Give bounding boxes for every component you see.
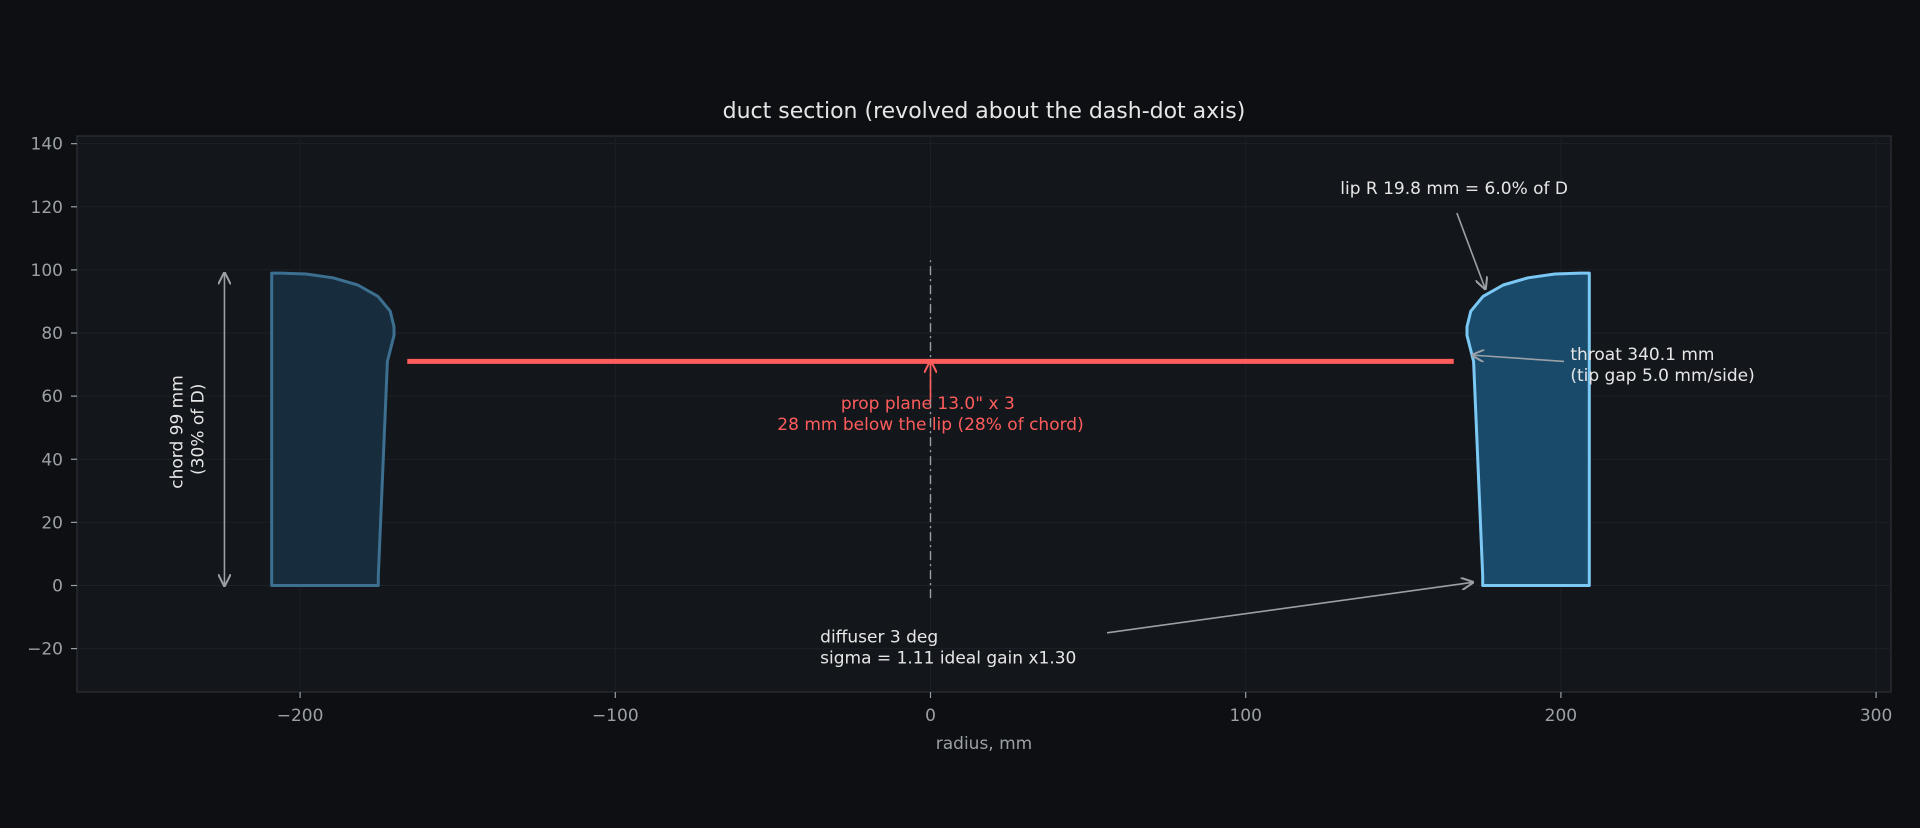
y-tick-label: 140 — [31, 135, 63, 155]
chord-line-1: chord 99 mm — [167, 375, 187, 489]
diffuser-line-2: sigma = 1.11 ideal gain x1.30 — [820, 648, 1076, 668]
y-tick-label: 40 — [41, 450, 63, 470]
x-tick-label: −200 — [277, 706, 324, 726]
diffuser-annotation: diffuser 3 deg sigma = 1.11 ideal gain x… — [820, 627, 1076, 668]
chord-annotation: chord 99 mm (30% of D) — [167, 370, 208, 489]
x-tick-label: 100 — [1229, 706, 1261, 726]
throat-line-1: throat 340.1 mm — [1570, 345, 1714, 365]
diffuser-line-1: diffuser 3 deg — [820, 627, 938, 647]
throat-arrow — [1473, 355, 1565, 361]
series-layer — [270, 271, 1591, 587]
x-tick-label: −100 — [592, 706, 639, 726]
y-tick-label: 80 — [41, 324, 63, 344]
x-tick-label: 0 — [925, 706, 936, 726]
y-tick-label: 0 — [52, 577, 63, 597]
prop-plane-line-2: 28 mm below the lip (28% of chord) — [777, 415, 1083, 435]
duct-section-right — [1465, 271, 1591, 587]
y-tick-label: −20 — [27, 640, 63, 660]
throat-annotation: throat 340.1 mm (tip gap 5.0 mm/side) — [1570, 345, 1754, 386]
y-tick-label: 120 — [31, 198, 63, 218]
lip-annotation: lip R 19.8 mm = 6.0% of D — [1340, 179, 1568, 199]
x-axis-label: radius, mm — [936, 734, 1032, 754]
prop-plane-annotation: prop plane 13.0" x 3 28 mm below the lip… — [777, 394, 1083, 435]
y-tick-label: 60 — [41, 387, 63, 407]
annotations: lip R 19.8 mm = 6.0% of D throat 340.1 m… — [167, 179, 1754, 668]
prop-plane-line-1: prop plane 13.0" x 3 — [841, 394, 1015, 414]
chord-line-2: (30% of D) — [188, 384, 208, 475]
y-tick-label: 100 — [31, 261, 63, 281]
y-tick-label: 20 — [41, 513, 63, 533]
chart-title: duct section (revolved about the dash-do… — [723, 99, 1246, 124]
throat-line-2: (tip gap 5.0 mm/side) — [1570, 366, 1754, 386]
duct-section-left — [270, 271, 396, 587]
lip-arrow — [1456, 212, 1485, 289]
x-tick-label: 300 — [1860, 706, 1892, 726]
diffuser-arrow — [1106, 582, 1473, 634]
x-tick-label: 200 — [1545, 706, 1577, 726]
